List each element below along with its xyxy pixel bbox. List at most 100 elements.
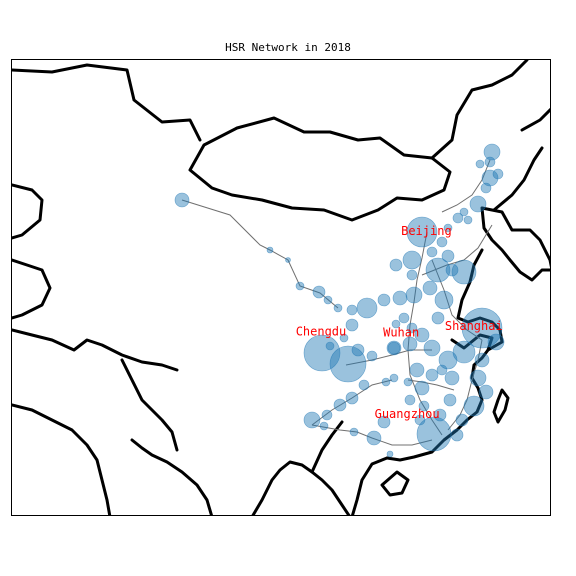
station: [478, 384, 494, 400]
coastline-indochina: [251, 460, 351, 515]
station: [389, 373, 399, 383]
coastline-northeast: [430, 60, 529, 160]
station: [475, 159, 485, 169]
station: [434, 290, 454, 310]
route-beijing-south: [407, 231, 443, 436]
station: [463, 215, 473, 225]
station: [423, 339, 441, 357]
station: [339, 333, 349, 343]
station: [295, 281, 305, 291]
station: [443, 223, 453, 233]
coastline-west: [12, 183, 44, 240]
station: [345, 318, 359, 332]
station: [392, 290, 408, 306]
station: [469, 195, 487, 213]
station: [433, 408, 447, 422]
station: [444, 370, 460, 386]
stations: [174, 143, 505, 458]
city-label-shanghai: Shanghai: [445, 319, 503, 333]
station: [425, 257, 451, 283]
station: [406, 216, 438, 248]
station: [414, 414, 426, 426]
station: [325, 341, 335, 351]
city-label-beijing: Beijing: [401, 224, 452, 238]
coastline-shanghai: [450, 333, 494, 352]
station: [418, 400, 430, 412]
route-north: [441, 159, 491, 213]
station: [333, 398, 347, 412]
station: [303, 411, 321, 429]
coastline-taiwan: [492, 388, 510, 424]
station: [386, 450, 394, 458]
city-label-wuhan: Wuhan: [383, 325, 419, 339]
route-urumqi: [181, 199, 339, 309]
station: [469, 369, 487, 387]
station: [303, 334, 341, 372]
route-east-coast: [447, 339, 483, 431]
station: [425, 368, 439, 382]
station: [438, 350, 458, 370]
station: [351, 343, 365, 357]
map-frame: Beijing Shanghai Wuhan Chengdu Guangzhou: [11, 59, 551, 516]
routes: [181, 159, 493, 446]
station: [403, 377, 413, 387]
route-guangzhou-kunming: [311, 424, 433, 446]
coastline-east-arm: [520, 107, 550, 132]
city-label-guangzhou: Guangzhou: [375, 407, 440, 421]
station: [391, 319, 401, 329]
station: [321, 409, 333, 421]
station: [404, 394, 416, 406]
station: [358, 379, 370, 391]
station: [481, 169, 499, 187]
map-canvas: Beijing Shanghai Wuhan Chengdu Guangzhou: [12, 60, 550, 515]
station: [441, 249, 455, 263]
station: [402, 336, 418, 352]
station: [463, 395, 485, 417]
station: [377, 293, 391, 307]
coastline-south: [351, 456, 389, 515]
station: [455, 413, 469, 427]
station: [387, 341, 401, 355]
station: [402, 250, 422, 270]
station: [386, 340, 402, 356]
station: [474, 352, 490, 368]
map-title: HSR Network in 2018: [225, 41, 351, 54]
station: [333, 303, 343, 313]
coastlines: [12, 60, 550, 515]
station: [414, 327, 430, 343]
station: [329, 345, 367, 383]
station: [406, 322, 418, 334]
station: [487, 333, 505, 351]
coastline-myanmar: [130, 438, 213, 515]
station: [483, 143, 501, 161]
station: [319, 421, 329, 431]
station: [452, 212, 464, 224]
station: [422, 280, 438, 296]
station: [266, 246, 274, 254]
station: [398, 312, 410, 324]
station: [484, 156, 496, 168]
station: [366, 350, 378, 362]
city-labels: Beijing Shanghai Wuhan Chengdu Guangzhou: [296, 224, 503, 421]
coastline-southeast: [380, 470, 410, 497]
station: [492, 168, 504, 180]
station: [409, 362, 425, 378]
station: [405, 286, 423, 304]
coastline-kashmir: [12, 258, 52, 320]
coastline-mongolia: [188, 116, 452, 222]
coastline-bay-bengal: [12, 403, 112, 515]
station: [436, 236, 448, 248]
station: [389, 258, 403, 272]
station: [377, 415, 391, 429]
station: [450, 428, 464, 442]
station: [414, 380, 430, 396]
station: [436, 364, 448, 376]
coastline-india: [12, 328, 179, 372]
station: [451, 259, 477, 285]
station: [174, 192, 190, 208]
station: [356, 297, 378, 319]
station: [452, 340, 476, 364]
city-label-chengdu: Chengdu: [296, 324, 347, 338]
route-south-inner: [407, 379, 455, 391]
coastline-korea: [480, 206, 550, 282]
